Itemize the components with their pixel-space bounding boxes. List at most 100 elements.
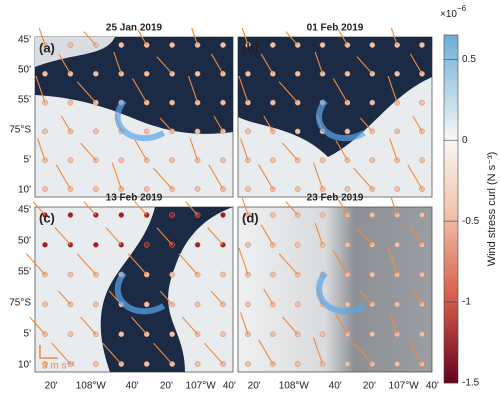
station-dot <box>294 241 301 248</box>
colorbar-tick-label: 0 <box>462 135 468 146</box>
station-dot <box>270 212 276 218</box>
wind-arrow <box>76 253 97 275</box>
wind-arrow <box>134 201 148 216</box>
station-dot <box>169 271 175 278</box>
station-dot <box>118 157 125 164</box>
station-dot <box>169 212 175 218</box>
wind-arrow <box>213 115 224 132</box>
station-dot <box>319 361 326 367</box>
station-dot <box>67 212 74 218</box>
station-dot <box>245 70 251 77</box>
wind-arrow <box>238 247 249 275</box>
wind-arrow <box>260 53 274 75</box>
station-dot <box>294 128 301 135</box>
wind-arrow <box>240 138 249 161</box>
wind-arrow <box>32 201 46 216</box>
station-dot <box>169 99 175 106</box>
wind-arrow <box>409 224 423 246</box>
station-dot <box>319 186 326 192</box>
station-dot <box>270 99 276 106</box>
station-dot <box>67 157 74 164</box>
wind-arrow <box>260 224 274 246</box>
wind-arrow <box>285 31 299 46</box>
wind-arrow <box>210 290 224 305</box>
station-dot <box>42 301 48 308</box>
colorbar-label: Wind stress curl (N s⁻³) <box>486 152 498 267</box>
wind-arrow <box>390 27 398 46</box>
station-dot <box>369 42 376 48</box>
wind-arrow <box>29 316 46 335</box>
wind-arrow <box>285 201 299 216</box>
station-dot <box>419 331 425 338</box>
station-dot <box>419 157 425 164</box>
station-dot <box>344 271 351 278</box>
station-dot <box>369 212 376 218</box>
y-tick-label: 75°S <box>9 125 31 136</box>
station-dot <box>220 212 226 218</box>
y-tick-label: 50' <box>18 236 31 247</box>
station-dot <box>143 42 150 48</box>
wind-arrow <box>60 115 71 132</box>
station-dot <box>118 70 125 77</box>
wind-arrow <box>159 117 173 132</box>
y-tick-label: 10' <box>18 360 31 371</box>
station-dot <box>194 128 201 135</box>
wind-arrow <box>83 201 97 216</box>
station-dot <box>93 128 99 135</box>
wind-arrow <box>54 227 71 246</box>
station-dot <box>143 361 150 367</box>
station-dot <box>194 361 201 367</box>
station-dot <box>93 301 99 308</box>
wind-arrow <box>240 312 249 335</box>
wind-arrow <box>335 314 348 335</box>
wind-arrow <box>37 138 46 161</box>
station-dot <box>245 361 251 367</box>
wind-arrow <box>281 316 299 335</box>
station-dot <box>194 301 201 308</box>
station-dot <box>143 157 150 164</box>
station-dot <box>194 70 201 77</box>
station-dot <box>394 301 400 308</box>
station-dot <box>419 271 425 278</box>
wind-arrow <box>387 75 398 103</box>
y-tick-label: 50' <box>18 65 31 76</box>
station-dot <box>344 186 351 192</box>
station-dot <box>245 128 251 135</box>
wind-arrow <box>156 56 173 75</box>
wind-arrow <box>185 201 198 216</box>
station-dot <box>270 331 276 338</box>
multiplier-base: ×10 <box>440 9 457 20</box>
station-dot <box>369 271 376 278</box>
y-tick-label: 45' <box>18 205 31 216</box>
wind-arrow <box>137 29 148 46</box>
y-tick-label: 45' <box>18 35 31 46</box>
station-dot <box>394 361 400 367</box>
station-dot <box>419 99 425 106</box>
station-dot <box>169 157 175 164</box>
wind-arrow <box>359 290 373 305</box>
wind-arrow <box>337 199 348 216</box>
wind-arrow <box>258 164 274 190</box>
wind-arrow <box>278 253 299 275</box>
station-dot <box>369 99 376 106</box>
station-dot <box>245 241 251 248</box>
station-dot <box>294 301 301 308</box>
wind-arrow <box>187 75 199 103</box>
map-panel: (a) <box>34 27 234 198</box>
panel-label: (a) <box>39 40 55 55</box>
station-dot <box>220 271 226 278</box>
map-panel: (b) <box>237 27 433 198</box>
wind-arrow <box>153 167 173 190</box>
station-dot <box>220 99 226 106</box>
panel-title: 01 Feb 2019 <box>307 23 364 34</box>
x-tick-label: 40' <box>126 381 139 392</box>
station-dot <box>394 271 400 278</box>
colorbar-multiplier: ×10−6 <box>440 4 467 20</box>
wind-arrow <box>113 51 122 74</box>
wind-arrow <box>38 27 46 46</box>
wind-arrow <box>359 117 373 132</box>
station-dot <box>344 241 351 248</box>
station-dot <box>270 361 276 367</box>
station-dot <box>270 271 276 278</box>
station-dot <box>93 70 99 77</box>
